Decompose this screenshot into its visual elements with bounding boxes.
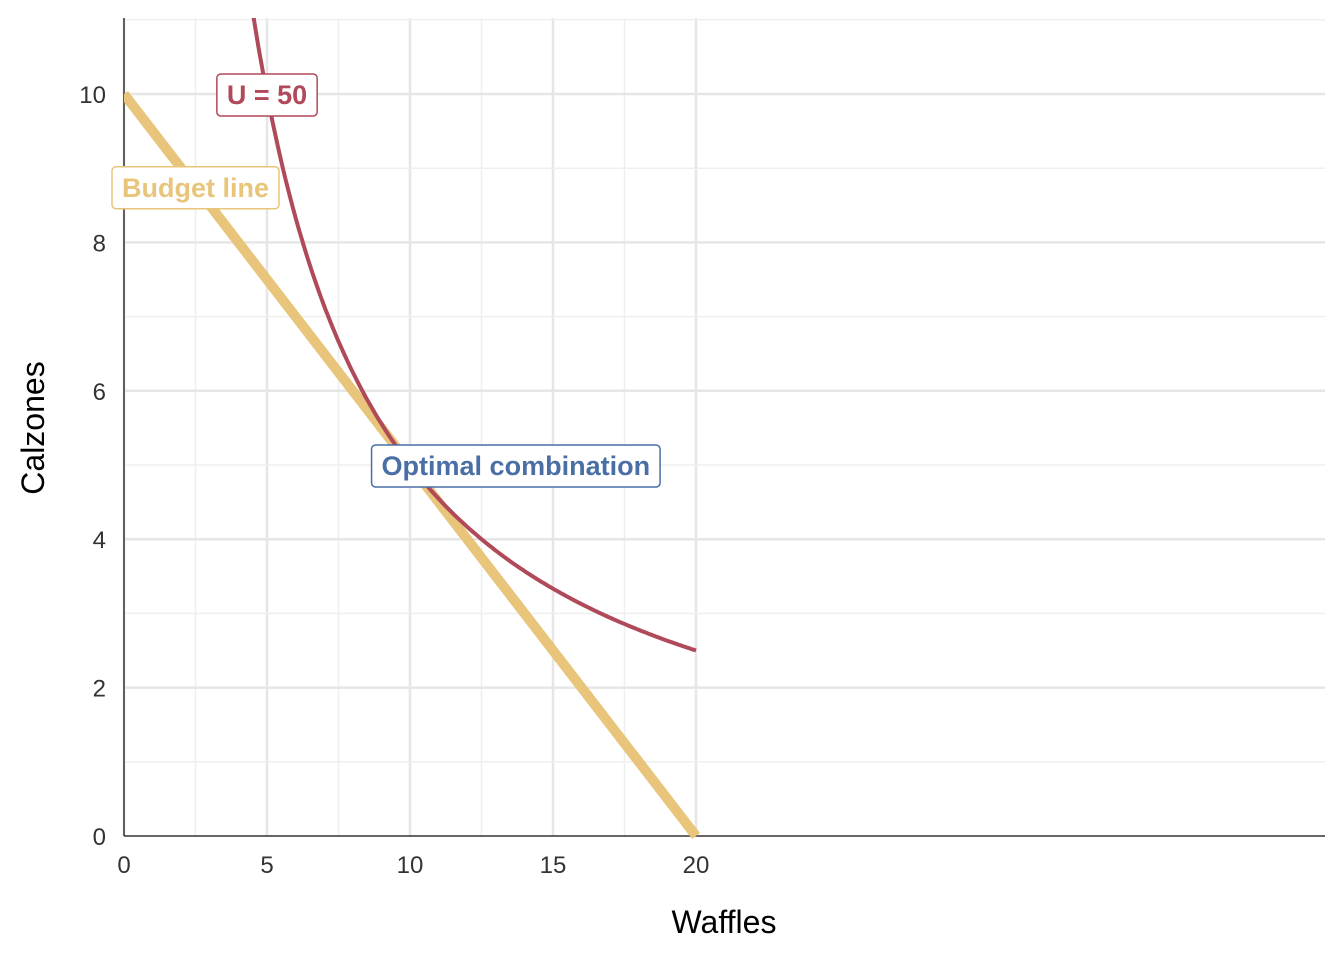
y-tick-label: 8 [93,230,106,257]
y-tick-label: 10 [79,82,106,109]
annotation-box [216,73,318,117]
annotation-text: Optimal combination [382,451,651,481]
annotation-label: U = 50 [216,73,318,117]
annotation-label: Optimal combination [370,444,661,488]
x-tick-label: 0 [117,852,130,879]
y-tick-label: 0 [93,824,106,851]
y-tick-label: 6 [93,379,106,406]
axes [123,18,1325,837]
x-tick-label: 5 [260,852,273,879]
x-tick-label: 10 [397,852,424,879]
annotation-box [111,166,280,210]
annotation-layer: U = 50 Budget line Optimal combination [111,73,661,488]
x-tick-label: 15 [540,852,567,879]
y-tick-label: 2 [93,676,106,703]
y-axis-title: Calzones [15,361,51,494]
grid [122,18,1325,836]
x-tick-label: 20 [683,852,710,879]
annotation-box [370,444,661,488]
annotation-label: Budget line [111,166,280,210]
x-axis-title: Waffles [672,904,777,940]
y-tick-label: 4 [93,527,106,554]
indifference-curve [251,18,697,653]
tick-labels: 0 5 10 15 20 0 2 4 6 8 10 [79,82,709,879]
annotation-text: Budget line [122,173,269,203]
annotation-text: U = 50 [227,80,307,110]
